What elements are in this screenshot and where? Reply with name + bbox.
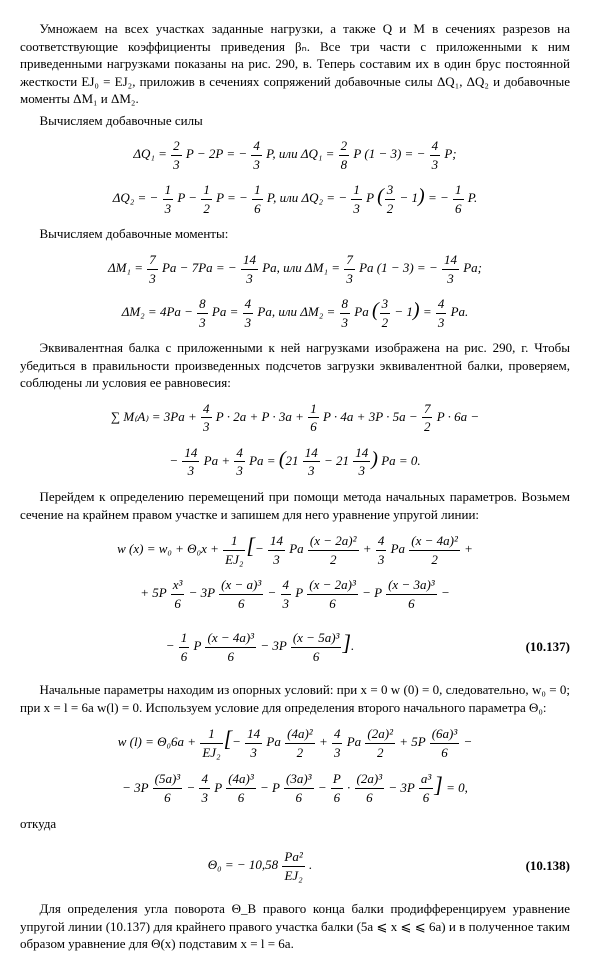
equation-wl-2: − 3P (5a)³6 − 43 P (4a)³6 − P (3a)³6 − P… <box>20 770 570 807</box>
paragraph-3: Вычисляем добавочные моменты: <box>20 225 570 243</box>
equation-dq1: ΔQ₁ = 23 P − 2P = − 43 P, или ΔQ₁ = 28 P… <box>20 137 570 173</box>
paragraph-1: Умножаем на всех участках заданные нагру… <box>20 20 570 108</box>
equation-sum-ma-2: − 143 Pa + 43 Pa = (21 143 − 21 143) Pa … <box>20 444 570 480</box>
equation-wx-3: − 16 P (x − 4a)³6 − 3P (x − 5a)³6]. <box>20 628 500 665</box>
equation-dm1: ΔM₁ = 73 Pa − 7Pa = − 143 Pa, или ΔM₁ = … <box>20 251 570 287</box>
paragraph-4: Эквивалентная балка с приложенными к ней… <box>20 339 570 392</box>
equation-wx-1: w (x) = w₀ + Θ₀x + 1EJ₂[− 143 Pa (x − 2a… <box>20 531 570 568</box>
paragraph-5: Перейдем к определению перемещений при п… <box>20 488 570 523</box>
paragraph-7: откуда <box>20 815 570 833</box>
equation-wx-2: + 5P x³6 − 3P (x − a)³6 − 43 P (x − 2a)³… <box>20 576 570 612</box>
equation-theta0: Θ₀ = − 10,58 Pa²EJ₂ . <box>20 848 500 884</box>
eq-number-10-138: (10.138) <box>500 857 570 875</box>
paragraph-2: Вычисляем добавочные силы <box>20 112 570 130</box>
equation-wl-1: w (l) = Θ₀6a + 1EJ₂[− 143 Pa (4a)²2 + 43… <box>20 724 570 761</box>
paragraph-6: Начальные параметры находим из опорных у… <box>20 681 570 716</box>
eq-number-10-137: (10.137) <box>500 638 570 656</box>
paragraph-8: Для определения угла поворота Θ_B правог… <box>20 900 570 953</box>
equation-dm2: ΔM₂ = 4Pa − 83 Pa = 43 Pa, или ΔM₂ = 83 … <box>20 295 570 331</box>
equation-dq2: ΔQ₂ = − 13 P − 12 P = − 16 P, или ΔQ₂ = … <box>20 181 570 217</box>
equation-sum-ma: ∑ M₍A₎ = 3Pa + 43 P · 2a + P · 3a + 16 P… <box>20 400 570 436</box>
